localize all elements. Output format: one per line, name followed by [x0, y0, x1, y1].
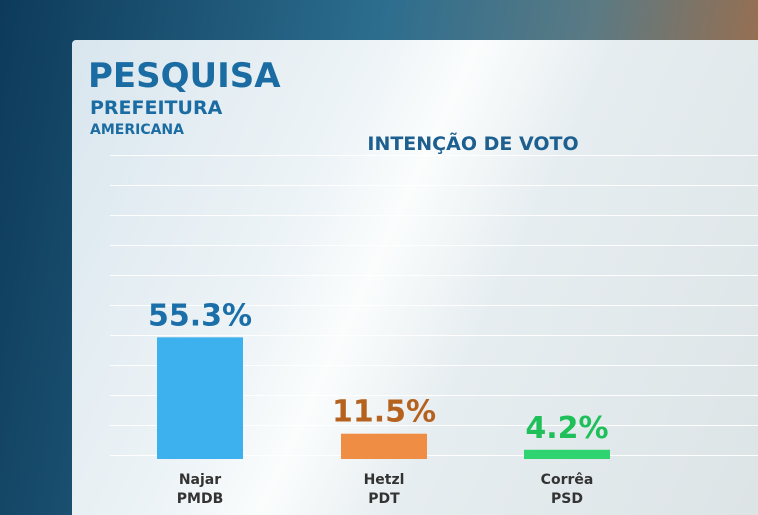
- location: AMERICANA: [90, 122, 184, 138]
- bar: [524, 449, 610, 459]
- title: PESQUISA: [88, 56, 281, 96]
- bar: [341, 433, 427, 459]
- category-label: Corrêa: [541, 472, 594, 488]
- category-label: Najar: [179, 472, 221, 488]
- category-label: Hetzl: [364, 472, 405, 488]
- chart-title: INTENÇÃO DE VOTO: [367, 131, 578, 155]
- value-label: 55.3%: [148, 298, 252, 333]
- value-label: 11.5%: [332, 395, 436, 430]
- party-label: PDT: [368, 491, 400, 507]
- party-label: PSD: [551, 491, 583, 507]
- party-label: PMDB: [177, 491, 223, 507]
- subtitle: PREFEITURA: [90, 97, 223, 119]
- value-label: 4.2%: [525, 411, 608, 446]
- bar: [157, 337, 243, 459]
